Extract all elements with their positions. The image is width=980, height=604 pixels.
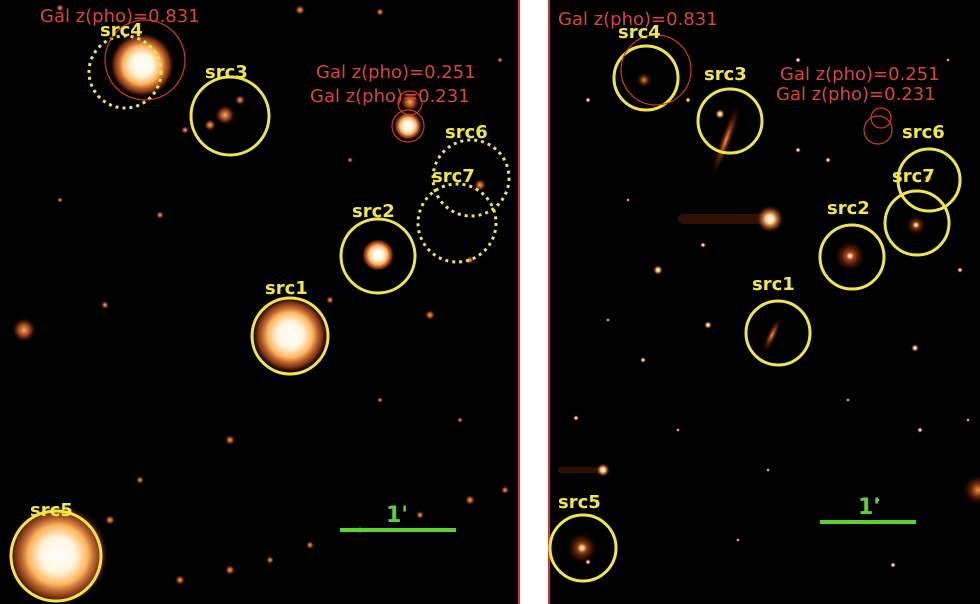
src5-region: [548, 513, 618, 583]
galaxy-z0831-region: [620, 34, 692, 106]
src5-label: src5: [558, 492, 601, 513]
redshift-label-0231: Gal z(pho)=0.231: [776, 84, 936, 105]
src3-region: [189, 75, 271, 157]
galaxy-z0831-region: [104, 19, 186, 101]
source-regions: [9, 34, 511, 603]
src1-region: [744, 299, 812, 367]
redshift-label-0251: Gal z(pho)=0.251: [316, 62, 476, 83]
src4-region: [87, 34, 163, 110]
src1-region: [250, 296, 330, 376]
src4-region: [612, 44, 680, 112]
src5-label: src5: [30, 500, 73, 521]
src2-region: [818, 223, 886, 291]
src4-label: src4: [618, 22, 661, 43]
redshift-label-0831: Gal z(pho)=0.831: [40, 6, 200, 27]
src1-label: src1: [752, 274, 795, 295]
galaxy-z0251-region: [397, 90, 423, 116]
src7-label: src7: [892, 166, 935, 187]
xray-image-canvas: Gal z(pho)=0.831 Gal z(pho)=0.251 Gal z(…: [0, 0, 520, 604]
src3-label: src3: [704, 64, 747, 85]
src6-label: src6: [902, 122, 945, 143]
src2-label: src2: [827, 198, 870, 219]
redshift-label-0231: Gal z(pho)=0.231: [310, 86, 470, 107]
src3-region: [696, 87, 764, 155]
src7-label: src7: [432, 166, 475, 187]
src2-region: [339, 217, 417, 295]
src5-region: [9, 509, 103, 603]
galaxy-z0231-region: [863, 115, 893, 145]
src3-label: src3: [205, 62, 248, 83]
optical-image-panel: Gal z(pho)=0.831 Gal z(pho)=0.251 Gal z(…: [548, 0, 980, 604]
src7-region: [416, 182, 498, 264]
source-regions: [548, 44, 962, 583]
xray-emission: [8, 4, 509, 604]
scale-label: 1': [858, 495, 880, 520]
optical-background: [548, 0, 980, 604]
xray-image-panel: Gal z(pho)=0.831 Gal z(pho)=0.251 Gal z(…: [0, 0, 520, 604]
galaxy-regions: [104, 19, 425, 143]
redshift-label-0251: Gal z(pho)=0.251: [780, 64, 940, 85]
galaxy-z0231-region: [391, 109, 425, 143]
src6-region: [896, 147, 962, 213]
galaxy-regions: [620, 34, 893, 145]
optical-image-canvas: Gal z(pho)=0.831 Gal z(pho)=0.251 Gal z(…: [548, 0, 980, 604]
scale-label: 1': [386, 503, 408, 528]
src7-region: [883, 189, 951, 257]
src6-region: [431, 138, 511, 218]
xray-background: [0, 0, 520, 604]
src6-label: src6: [445, 122, 488, 143]
src1-label: src1: [265, 278, 308, 299]
src2-label: src2: [352, 201, 395, 222]
src4-label: src4: [100, 20, 143, 41]
redshift-label-0831: Gal z(pho)=0.831: [558, 9, 718, 30]
optical-emission: [558, 57, 980, 568]
